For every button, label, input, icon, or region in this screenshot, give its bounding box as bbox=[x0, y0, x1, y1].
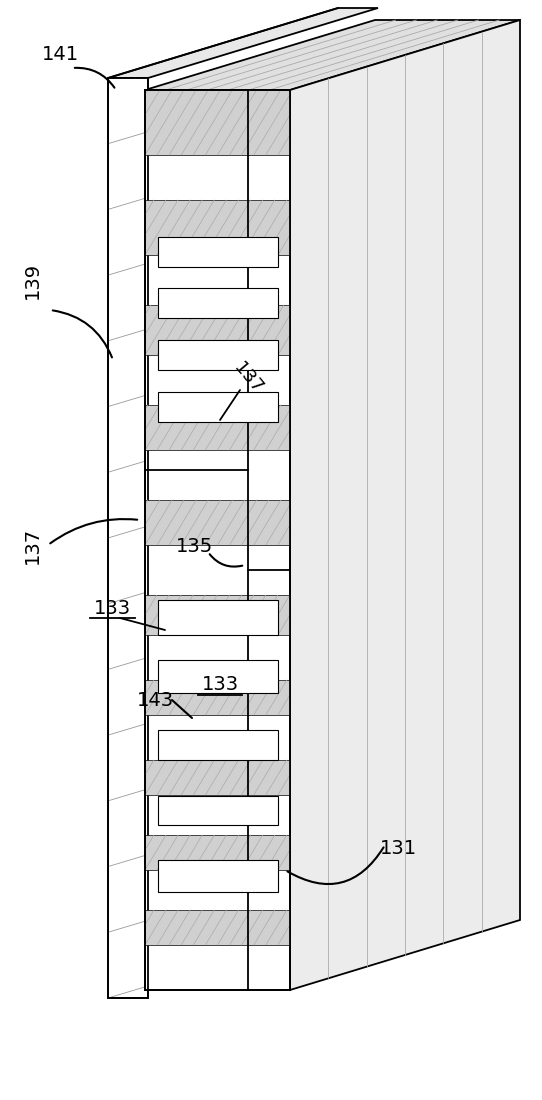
Polygon shape bbox=[108, 78, 148, 998]
Polygon shape bbox=[158, 288, 278, 318]
Polygon shape bbox=[145, 760, 290, 795]
Polygon shape bbox=[145, 835, 290, 870]
Polygon shape bbox=[145, 20, 520, 90]
Polygon shape bbox=[145, 910, 290, 945]
Polygon shape bbox=[145, 90, 290, 990]
Polygon shape bbox=[145, 305, 290, 355]
Polygon shape bbox=[158, 392, 278, 422]
Polygon shape bbox=[158, 236, 278, 267]
Text: 133: 133 bbox=[93, 598, 131, 617]
Polygon shape bbox=[158, 730, 278, 760]
Text: 137: 137 bbox=[23, 527, 42, 563]
Polygon shape bbox=[145, 595, 290, 635]
Polygon shape bbox=[145, 500, 290, 544]
Polygon shape bbox=[158, 660, 278, 693]
Text: 133: 133 bbox=[202, 675, 238, 694]
Polygon shape bbox=[145, 405, 290, 450]
Text: 143: 143 bbox=[137, 691, 173, 710]
Polygon shape bbox=[145, 90, 290, 155]
Polygon shape bbox=[145, 680, 290, 715]
Text: 135: 135 bbox=[176, 538, 214, 557]
Text: 137: 137 bbox=[230, 359, 266, 397]
Polygon shape bbox=[158, 340, 278, 370]
Polygon shape bbox=[290, 20, 520, 990]
Polygon shape bbox=[158, 860, 278, 892]
Text: 139: 139 bbox=[23, 262, 42, 298]
Polygon shape bbox=[145, 200, 290, 255]
Text: 141: 141 bbox=[41, 45, 79, 65]
Text: 131: 131 bbox=[379, 838, 417, 858]
Polygon shape bbox=[108, 8, 378, 78]
Polygon shape bbox=[158, 796, 278, 825]
Polygon shape bbox=[158, 600, 278, 635]
